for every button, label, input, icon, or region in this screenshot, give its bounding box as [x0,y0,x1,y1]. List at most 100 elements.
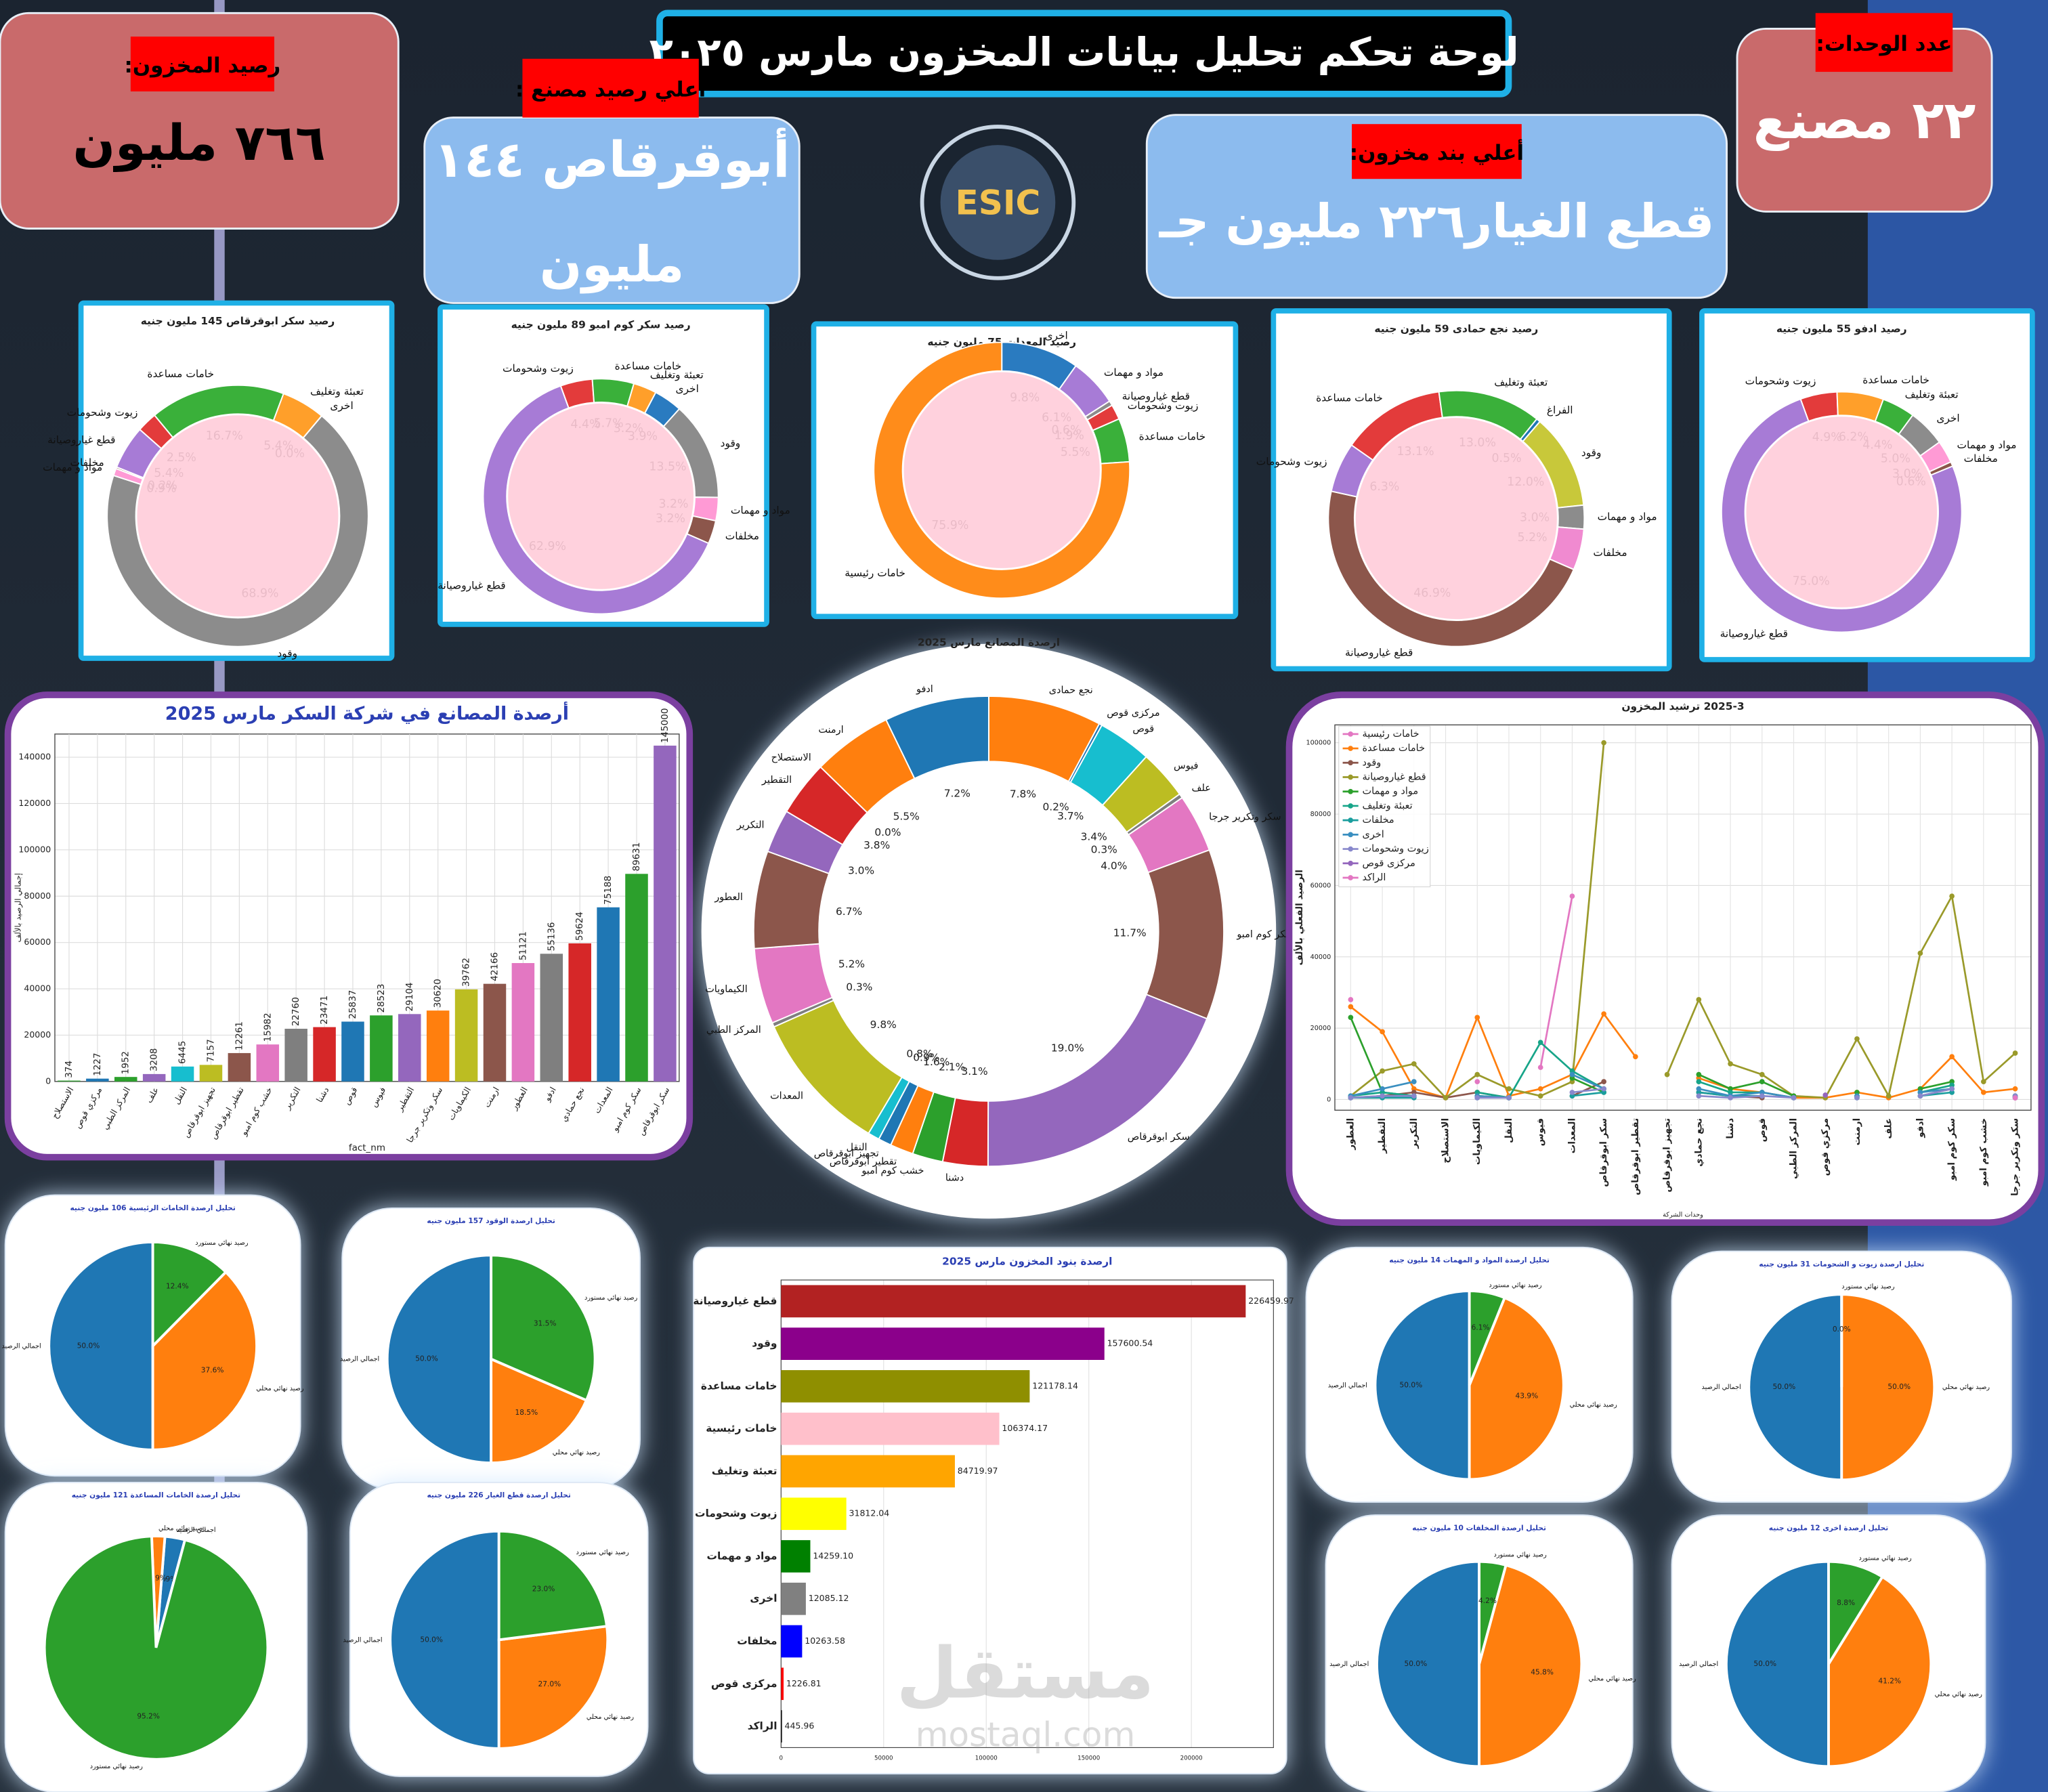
slice-name: رصيد نهائي محلي [256,1385,304,1392]
bar [454,989,478,1082]
watermark: mostaql.com [916,1715,1136,1755]
point [1696,1086,1702,1092]
percent-label: 50.0% [1887,1383,1911,1391]
slice-name: وقود [1581,447,1602,459]
pie-slice [1724,1560,1830,1768]
percent-label: 0.3% [846,981,872,994]
donut-hole [903,372,1100,568]
kpi-value: مليون [540,236,685,293]
pie-slice [490,1357,589,1465]
slice-name: الفراغ [1547,404,1573,417]
pie-slice [1373,1289,1471,1481]
slice-name: تعبئة وتغليف [1905,388,1959,400]
chart-title: رصيد ادفو 55 مليون جنيه [1776,323,1907,335]
value-label: 30620 [433,979,444,1008]
kpi-label-box [130,37,274,91]
point [1380,1093,1385,1099]
bar [654,745,677,1082]
slice-name: رصيد نهائي مستورد [1494,1552,1548,1559]
bar [398,1014,421,1082]
pie-slice [1375,1560,1481,1768]
percent-label: 18.5% [515,1409,538,1417]
value-label: 39762 [461,958,472,987]
slice-name: رصيد نهائي مستورد [195,1239,249,1247]
slice-name: المركز الطبي [706,1025,761,1036]
kpi-label: أعلي رصيد مصنع : [515,76,706,102]
kpi-value: ٢٢ مصنع [1753,90,1976,151]
percent-label: 37.6% [201,1367,224,1375]
value-label: 12261 [234,1021,244,1050]
y-tick-label: 20000 [24,1029,51,1040]
donut-segment [1145,849,1225,1020]
legend-label: خامات رئيسية [1363,729,1420,740]
slice-name: تعبئة وتغليف [650,369,704,381]
y-tick-label: 60000 [24,937,51,947]
pie-slice [385,1254,493,1465]
point [1696,997,1702,1002]
donut-segment [482,385,710,615]
slice-name: رصيد نهائي محلي [1570,1401,1618,1409]
kpi-value: ٧٦٦ مليون [72,114,325,172]
slice-name: سكر وتكرير جرجا [1209,811,1281,822]
legend-dot [1348,760,1353,766]
x-axis-label: fact_nm [349,1143,385,1153]
bar [313,1027,336,1082]
point [1759,1079,1765,1084]
percent-label: 4.0% [1101,860,1127,872]
bar [781,1582,806,1615]
point [1601,1079,1607,1084]
point [1822,1092,1829,1098]
point [1980,1090,1986,1095]
percent-label: 50.0% [1400,1381,1423,1389]
dashboard-title: لوحة تحكم تحليل بيانات المخزون مارس ٢٠٢٥ [649,29,1519,76]
donut-segment [1327,490,1575,647]
slice-name: مخلفات [70,456,104,469]
slice-name: خامات مساعدة [147,368,214,380]
chart-title: تحليل ارصدة الخامات الرئيسية 106 مليون ج… [70,1204,235,1212]
y-tick-label: قطع غياروصيانة [693,1295,777,1307]
point [1537,1093,1543,1099]
pie-slice [47,1241,154,1451]
legend-dot [1348,875,1353,880]
point [1411,1093,1417,1099]
slice-name: قطع غياروصيانة [438,579,505,592]
bar [142,1073,166,1082]
legend-label: اخرى [1363,829,1384,840]
percent-label: 95.2% [137,1712,160,1720]
slice-name: زيوت وشحومات [1256,456,1327,468]
point [1917,950,1923,956]
legend-label: مركزى قوص [1363,858,1415,869]
slice-name: مخلفات [1593,547,1627,559]
slice-name: التقطير [761,775,792,786]
kpi-value: أبوقرقاص ١٤٤ [434,127,790,189]
percent-label: 0.0% [1833,1325,1851,1334]
value-label: 374 [64,1061,74,1078]
legend-dot [1348,803,1353,809]
bar [781,1327,1105,1361]
chart-title: تحليل ارصدة زيوت و الشحومات 31 مليون جني… [1759,1260,1924,1268]
slice-name: النقل [846,1143,867,1153]
point [1569,1090,1575,1095]
legend-label: خامات مساعدة [1363,743,1426,754]
bar [370,1015,393,1082]
y-tick-label: 100000 [1306,740,1331,747]
slice-name: قطع غياروصيانة [47,434,115,447]
slice-name: اجمالي الرصيد [1329,1661,1369,1668]
legend-label: زيوت وشحومات [1363,844,1429,855]
kpi-label-box [522,58,699,118]
bar [781,1667,784,1701]
value-label: 145000 [660,708,670,744]
chart-title: تحليل ارصدة المواد و المهمات 14 مليون جن… [1389,1256,1550,1264]
chart-title: رصيد سكر ابوقرقاص 145 مليون جنيه [141,315,335,327]
x-tick-label: العطور [1345,1118,1356,1151]
point [2012,1095,2018,1101]
slice-name: وقود [277,647,297,660]
value-label: 89631 [631,842,642,872]
slice-name: تجهيز ابوقرقاص [814,1149,879,1159]
value-label: 226459.97 [1248,1296,1294,1306]
slice-name: علف [1192,783,1211,794]
value-label: 1227 [92,1052,103,1075]
value-label: 22760 [291,997,301,1026]
percent-label: 43.9% [1516,1392,1539,1401]
pie-slice [1478,1563,1583,1768]
